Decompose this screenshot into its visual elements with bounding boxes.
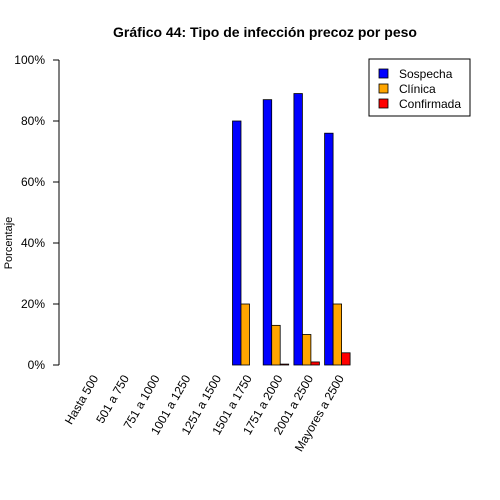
y-axis-label: Porcentaje: [3, 217, 15, 270]
legend-label-confirmada: Confirmada: [399, 97, 461, 111]
bar-confirmada-7: [279, 363, 290, 366]
legend-swatch-clínica: [378, 83, 389, 94]
y-tick-label: 40%: [21, 236, 45, 250]
y-tick-label: 100%: [14, 53, 45, 67]
y-tick-label: 80%: [21, 114, 45, 128]
bar-sospecha-9: [324, 132, 334, 366]
bar-clínica-8: [301, 334, 312, 366]
bars: [232, 93, 351, 366]
bar-clínica-7: [271, 324, 281, 366]
y-tick-label: 0%: [28, 358, 46, 372]
y-axis: 0% 20% 40% 60% 80% 100%: [14, 53, 60, 372]
y-tick-label: 20%: [21, 297, 45, 311]
legend-label-sospecha: Sospecha: [399, 67, 453, 81]
y-tick-label: 60%: [21, 175, 45, 189]
bar-sospecha-7: [262, 99, 273, 366]
bar-sospecha-8: [293, 93, 303, 366]
legend-swatch-sospecha: [378, 68, 389, 79]
legend-label-clínica: Clínica: [399, 82, 436, 96]
bar-confirmada-9: [341, 352, 351, 366]
legend-swatch-confirmada: [378, 98, 389, 109]
bar-clínica-9: [332, 303, 343, 366]
bar-clínica-6: [240, 303, 250, 366]
chart-title: Gráfico 44: Tipo de infección precoz por…: [113, 24, 417, 40]
bar-sospecha-6: [232, 120, 242, 366]
bar-confirmada-8: [310, 361, 320, 366]
